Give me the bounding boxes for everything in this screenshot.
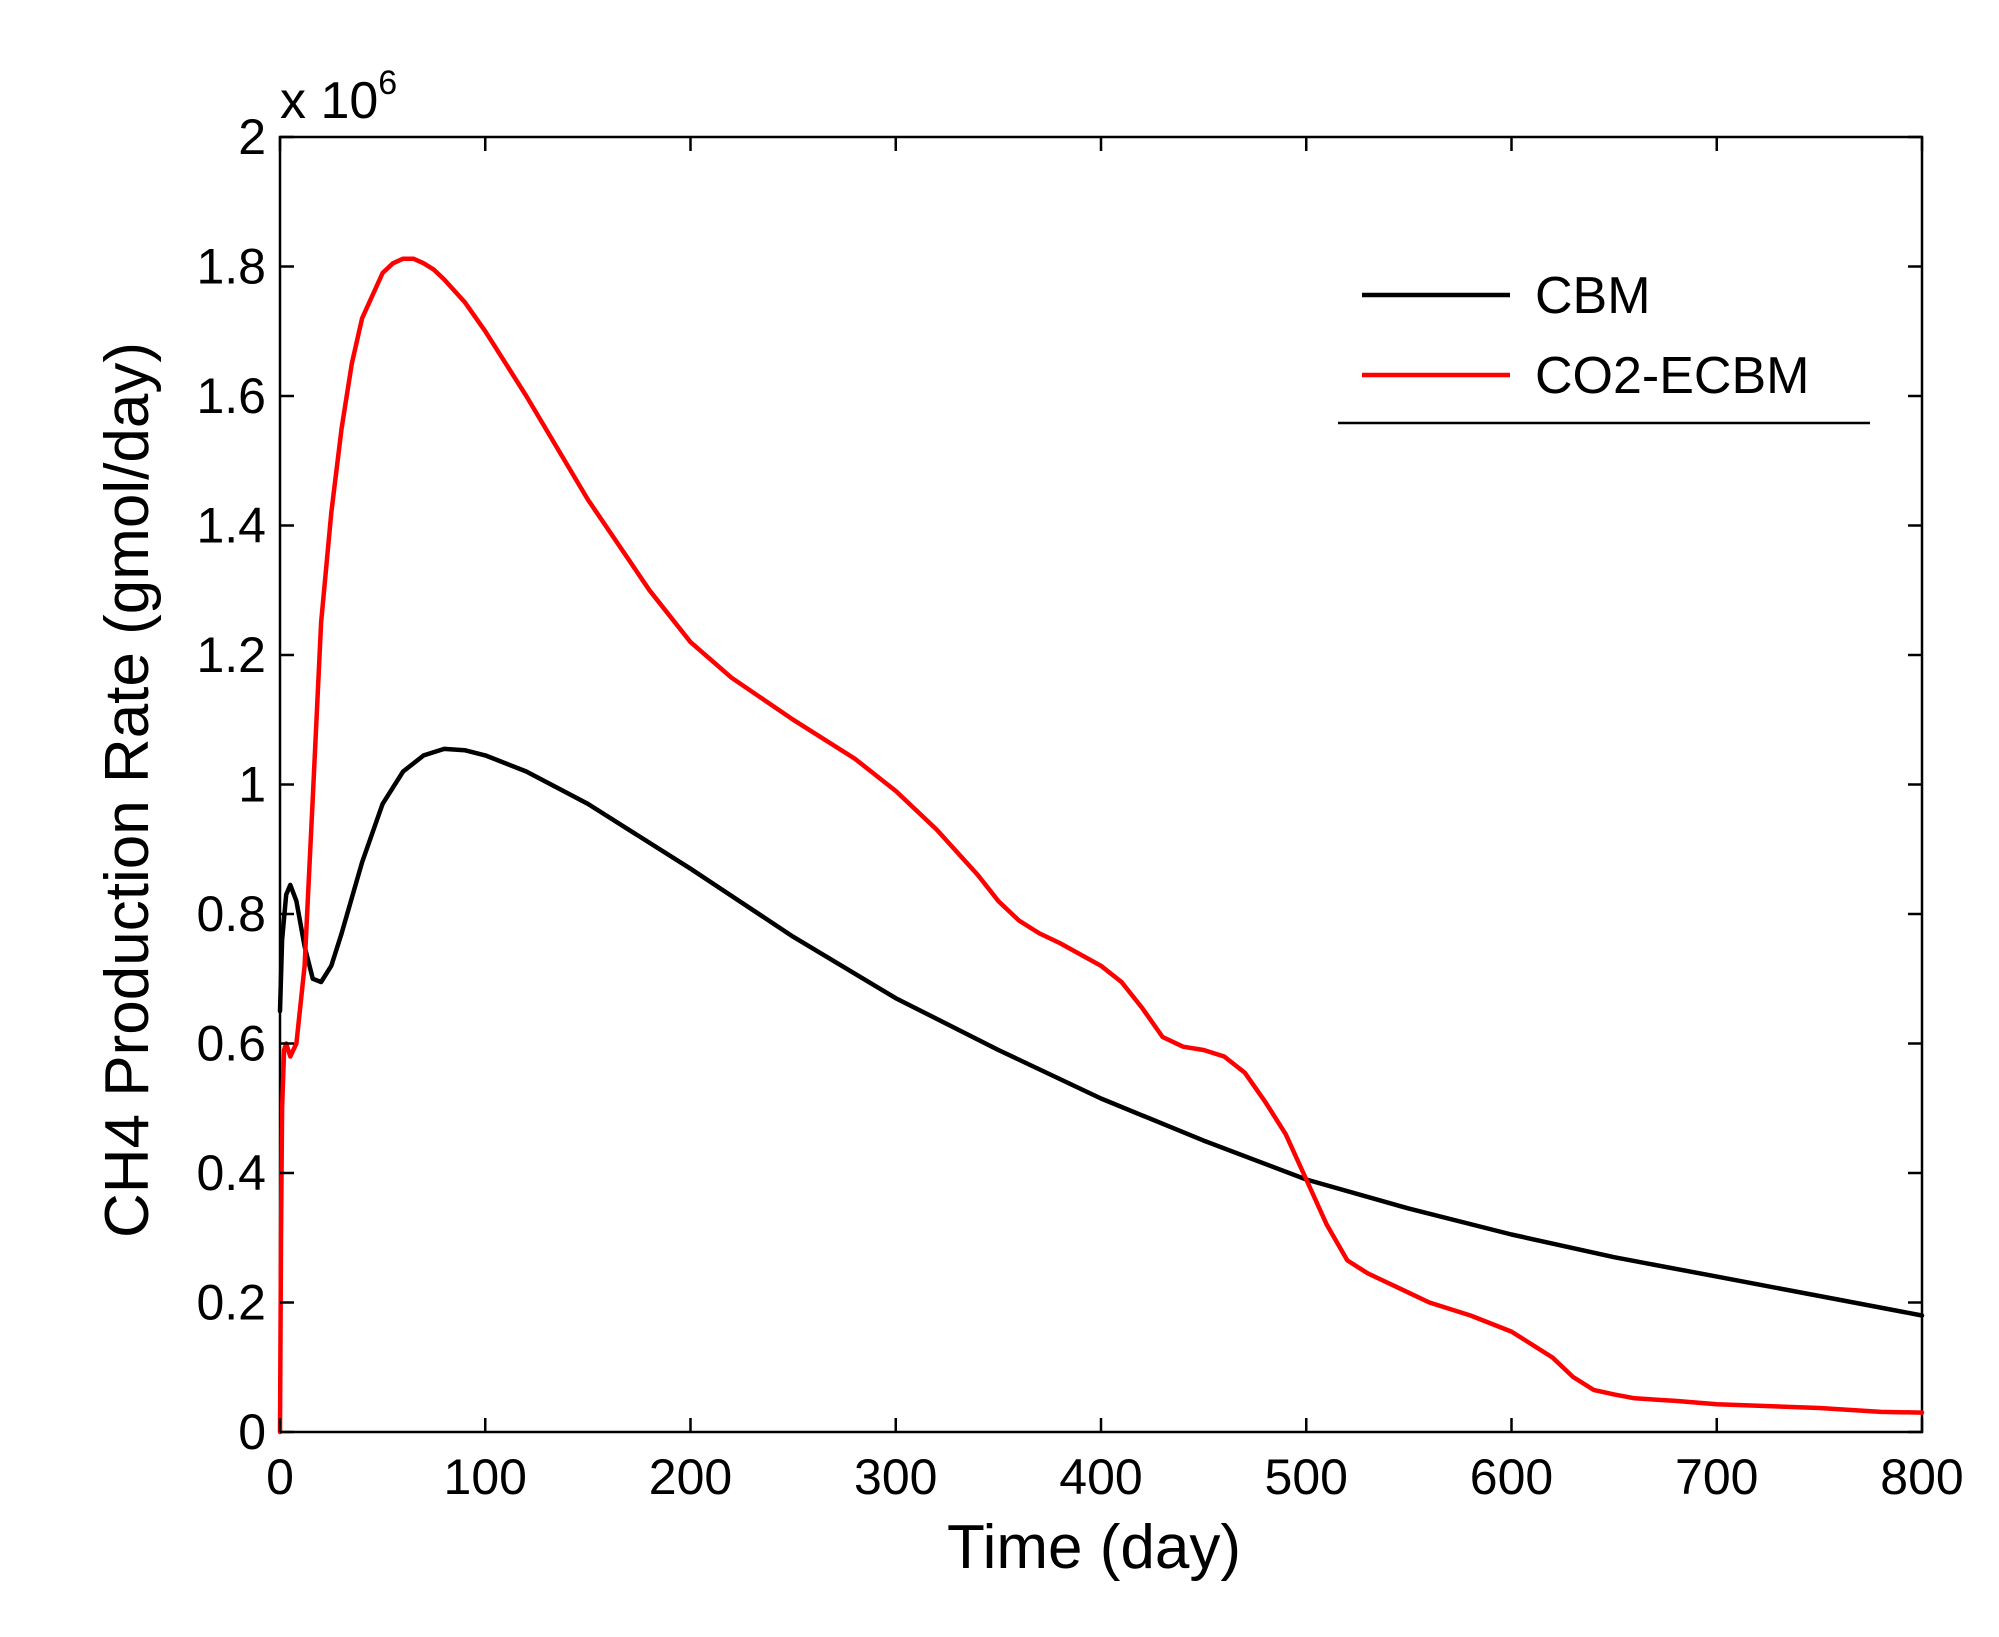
series-line-co2-ecbm [277, 256, 1925, 1435]
y-multiplier-label: x 106 [280, 64, 397, 130]
y-tick-label: 0.4 [196, 1145, 266, 1201]
y-tick-label: 1.4 [196, 498, 266, 554]
axis-ticks: 0 100 200 300 400 500 600 700 800 0 0.2 0.4 0.6 0.8 1 1… [196, 109, 1963, 1505]
y-multiplier-exponent: 6 [378, 64, 397, 102]
x-tick-label: 500 [1265, 1449, 1348, 1505]
legend-label-co2-ecbm: CO2-ECBM [1535, 347, 1809, 405]
y-tick-label: 1 [238, 757, 266, 813]
axis-labels: Time (day) CH4 Production Rate (gmol/day… [93, 64, 1241, 1582]
legend-label-cbm: CBM [1535, 267, 1651, 325]
x-tick-label: 100 [444, 1449, 527, 1505]
x-tick-label: 400 [1059, 1449, 1142, 1505]
x-tick-label: 700 [1675, 1449, 1758, 1505]
legend: CBM CO2-ECBM [1338, 267, 1870, 425]
y-tick-label: 0.2 [196, 1275, 266, 1331]
y-tick-label: 1.8 [196, 239, 266, 295]
x-tick-label: 800 [1880, 1449, 1963, 1505]
y-axis-label: CH4 Production Rate (gmol/day) [93, 342, 162, 1238]
x-tick-label: 0 [266, 1449, 294, 1505]
x-tick-label: 200 [649, 1449, 732, 1505]
y-tick-label: 0.6 [196, 1016, 266, 1072]
y-multiplier-base: x 10 [280, 72, 378, 130]
y-tick-label: 1.2 [196, 627, 266, 683]
y-tick-label: 1.6 [196, 368, 266, 424]
x-tick-label: 600 [1470, 1449, 1553, 1505]
x-tick-label: 300 [854, 1449, 937, 1505]
y-tick-label: 0.8 [196, 886, 266, 942]
x-axis-label: Time (day) [947, 1513, 1241, 1582]
y-tick-label: 2 [238, 109, 266, 165]
y-tick-label: 0 [238, 1404, 266, 1460]
